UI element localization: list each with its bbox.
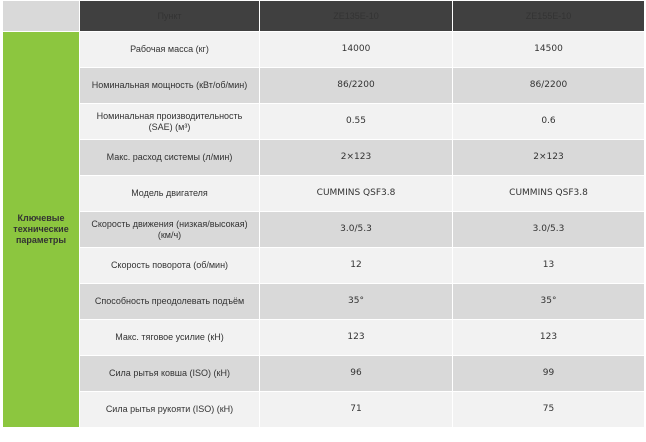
model-2-value-cell: 14500 (452, 31, 645, 68)
model-1-value-cell: 14000 (259, 31, 453, 68)
header-item: Пункт (79, 0, 260, 32)
param-cell: Сила рытья ковша (ISO) (кН) (79, 355, 260, 392)
table-row: Способность преодолевать подъём 35° 35° (3, 283, 645, 320)
model-1-value-cell: 123 (259, 319, 453, 356)
model-1-value-cell: 12 (259, 247, 453, 284)
table-row: Сила рытья рукояти (ISO) (кН) 71 75 (3, 391, 645, 428)
model-1-value-cell: 86/2200 (259, 67, 453, 104)
table-row: Макс. расход системы (л/мин) 2×123 2×123 (3, 139, 645, 176)
table-row: Сила рытья ковша (ISO) (кН) 96 99 (3, 355, 645, 392)
model-1-value-cell: 3.0/5.3 (259, 211, 453, 248)
header-model-2: ZE155E-10 (452, 0, 645, 32)
table-row: Ключевые технические параметры Рабочая ма… (2, 31, 645, 428)
group-label: Ключевые технические параметры (2, 31, 80, 428)
spec-table: Пункт ZE135E-10 ZE155E-10 Ключевые техни… (2, 0, 645, 428)
model-1-value-cell: 71 (259, 391, 453, 428)
param-cell: Модель двигателя (79, 175, 260, 212)
model-2-value-cell: 13 (452, 247, 645, 284)
model-2-value-cell: 35° (452, 283, 645, 320)
model-2-value-cell: 99 (452, 355, 645, 392)
model-1-value-cell: 35° (259, 283, 453, 320)
header-blank-cell (2, 0, 80, 32)
param-cell: Рабочая масса (кг) (79, 31, 260, 68)
param-cell: Сила рытья рукояти (ISO) (кН) (79, 391, 260, 428)
model-2-value-cell: 3.0/5.3 (452, 211, 645, 248)
model-1-value-cell: 0.55 (259, 103, 453, 140)
table-row: Номинальная производительность (SAE) (м³… (3, 103, 645, 140)
model-2-value-cell: 0.6 (452, 103, 645, 140)
param-cell: Номинальная производительность (SAE) (м³… (79, 103, 260, 140)
table-row: Модель двигателя CUMMINS QSF3.8 CUMMINS QS… (3, 175, 645, 212)
param-cell: Номинальная мощность (кВт/об/мин) (79, 67, 260, 104)
model-2-value-cell: 86/2200 (452, 67, 645, 104)
header-model-1: ZE135E-10 (259, 0, 453, 32)
param-cell: Макс. тяговое усилие (кН) (79, 319, 260, 356)
model-1-value-cell: 96 (259, 355, 453, 392)
model-1-value-cell: CUMMINS QSF3.8 (259, 175, 453, 212)
param-cell: Скорость поворота (об/мин) (79, 247, 260, 284)
model-2-value-cell: 2×123 (452, 139, 645, 176)
param-cell: Макс. расход системы (л/мин) (79, 139, 260, 176)
table-row: Номинальная мощность (кВт/об/мин) 86/2200… (3, 67, 645, 104)
table-row: Макс. тяговое усилие (кН) 123 123 (3, 319, 645, 356)
model-2-value-cell: 75 (452, 391, 645, 428)
model-2-value-cell: 123 (452, 319, 645, 356)
param-cell: Скорость движения (низкая/высокая)(км/ч) (79, 211, 260, 248)
table-row: Скорость движения (низкая/высокая)(км/ч)… (3, 211, 645, 248)
model-1-value-cell: 2×123 (259, 139, 453, 176)
table-row: Скорость поворота (об/мин) 12 13 (3, 247, 645, 284)
header-row: Пункт ZE135E-10 ZE155E-10 (2, 0, 645, 32)
model-2-value-cell: CUMMINS QSF3.8 (452, 175, 645, 212)
param-cell: Способность преодолевать подъём (79, 283, 260, 320)
